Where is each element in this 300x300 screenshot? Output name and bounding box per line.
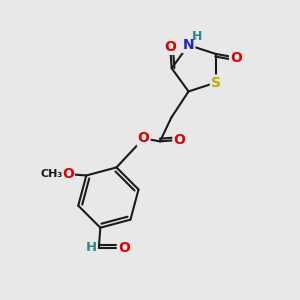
- Text: S: S: [211, 76, 221, 90]
- Text: O: O: [164, 40, 176, 54]
- Text: O: O: [62, 167, 74, 181]
- Text: O: O: [230, 50, 242, 64]
- Text: H: H: [86, 242, 97, 254]
- Text: CH₃: CH₃: [40, 169, 63, 179]
- Text: H: H: [192, 30, 203, 43]
- Text: N: N: [183, 38, 194, 52]
- Text: O: O: [138, 131, 150, 146]
- Text: O: O: [173, 133, 185, 147]
- Text: O: O: [118, 241, 130, 255]
